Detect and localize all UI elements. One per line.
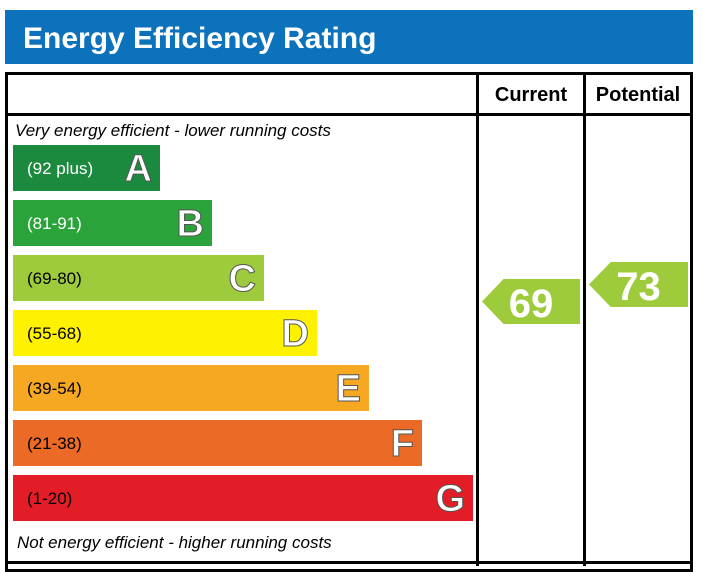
top-note: Very energy efficient - lower running co… — [15, 121, 331, 140]
band-a: (92 plus) A — [13, 145, 160, 191]
band-letter: E — [335, 368, 361, 411]
band-b: (81-91) B — [13, 200, 212, 246]
bottom-note: Not energy efficient - higher running co… — [17, 533, 332, 552]
band-letter: D — [281, 313, 309, 356]
band-f: (21-38) F — [13, 420, 422, 466]
current-rating-arrow: 69 — [482, 279, 580, 324]
band-range: (55-68) — [27, 324, 82, 343]
band-range: (21-38) — [27, 434, 82, 453]
band-range: (81-91) — [27, 214, 82, 233]
band-letter: C — [228, 258, 256, 301]
band-c: (69-80) C — [13, 255, 264, 301]
band-letter: G — [435, 478, 466, 521]
band-e: (39-54) E — [13, 365, 369, 411]
band-letter: A — [124, 148, 152, 191]
band-letter: F — [390, 423, 414, 466]
band-range: (92 plus) — [27, 159, 94, 178]
band-g: (1-20) G — [13, 475, 473, 521]
band-range: (39-54) — [27, 379, 82, 398]
footer-divider — [5, 561, 693, 564]
band-letter: B — [176, 203, 204, 246]
chart-title: Energy Efficiency Rating — [5, 10, 693, 64]
header-divider — [5, 113, 693, 116]
band-range: (69-80) — [27, 269, 82, 288]
band-range: (1-20) — [27, 489, 73, 508]
column-divider-potential — [583, 72, 586, 566]
band-d: (55-68) D — [13, 310, 317, 356]
column-divider-current — [476, 72, 479, 566]
column-header-potential: Potential — [595, 84, 681, 106]
column-header-current: Current — [494, 84, 568, 106]
potential-rating-arrow: 73 — [589, 262, 688, 307]
